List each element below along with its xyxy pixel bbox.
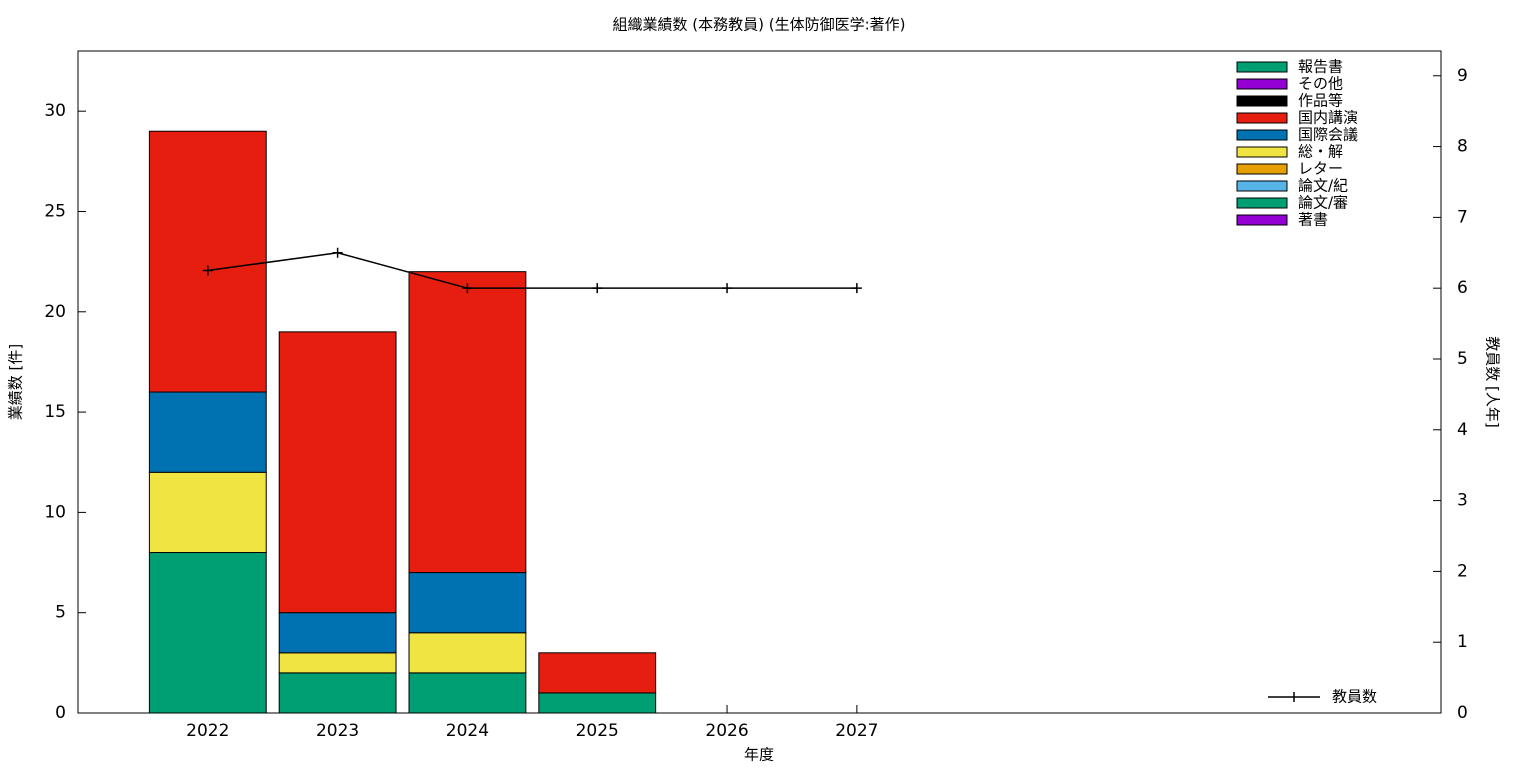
- legend-label: 論文/紀: [1298, 177, 1348, 195]
- y-tick-label: 25: [44, 201, 66, 221]
- legend-swatch: [1236, 180, 1288, 192]
- y2-tick-label: 7: [1457, 207, 1468, 227]
- y2-axis-label: 教員数 [人年]: [1484, 336, 1502, 427]
- legend-swatch: [1236, 163, 1288, 175]
- legend-swatch: [1236, 61, 1288, 73]
- legend-swatch: [1236, 78, 1288, 90]
- legend-swatch: [1236, 112, 1288, 124]
- y2-tick-label: 5: [1457, 349, 1468, 369]
- y2-tick-label: 6: [1457, 278, 1468, 298]
- legend-label: 論文/審: [1298, 194, 1348, 212]
- y2-tick-label: 4: [1457, 420, 1468, 440]
- legend-swatch: [1236, 129, 1288, 141]
- bar-segment: [408, 672, 527, 714]
- y2-tick-label: 3: [1457, 491, 1468, 511]
- plot-frame: [77, 50, 1442, 714]
- legend-label: その他: [1298, 75, 1343, 93]
- x-axis-label: 年度: [744, 746, 774, 764]
- bar-segment: [278, 331, 397, 614]
- bar-segment: [408, 572, 527, 634]
- y-tick-label: 0: [55, 703, 66, 723]
- x-tick-label: 2022: [186, 721, 229, 741]
- bar-segment: [148, 391, 267, 473]
- legend-swatch: [1236, 146, 1288, 158]
- legend-label: 著書: [1298, 211, 1328, 229]
- y2-tick-label: 8: [1457, 137, 1468, 157]
- y2-tick-label: 2: [1457, 561, 1468, 581]
- point: [851, 283, 862, 294]
- point: [462, 283, 473, 294]
- legend-label: 国内講演: [1298, 109, 1358, 127]
- point: [592, 283, 603, 294]
- point: [722, 283, 733, 294]
- legend-label: 総・解: [1298, 143, 1343, 161]
- legend-swatch: [1268, 692, 1320, 702]
- point: [202, 265, 213, 276]
- bar-segment: [538, 692, 657, 714]
- x-tick-label: 2025: [576, 721, 619, 741]
- y-tick-label: 20: [44, 302, 66, 322]
- legend-swatch: [1236, 214, 1288, 226]
- bar-segment: [278, 652, 397, 674]
- bar-segment: [278, 672, 397, 714]
- legend-label: 作品等: [1298, 92, 1343, 110]
- y-tick-label: 10: [44, 502, 66, 522]
- bar-segment: [148, 471, 267, 554]
- bar-segment: [148, 130, 267, 393]
- line: [207, 252, 857, 289]
- legend-swatch: [1236, 95, 1288, 107]
- x-tick-label: 2023: [316, 721, 359, 741]
- legend-label: 国際会議: [1298, 126, 1358, 144]
- x-tick-label: 2026: [705, 721, 748, 741]
- y-tick-label: 15: [44, 402, 66, 422]
- legend-label: 教員数: [1332, 688, 1377, 706]
- bar-segment: [408, 271, 527, 574]
- y-axis-label: 業績数 [件]: [7, 344, 25, 420]
- point: [332, 247, 343, 258]
- bar-segment: [148, 552, 267, 714]
- x-tick-label: 2027: [835, 721, 878, 741]
- legend-label: 報告書: [1298, 58, 1343, 76]
- y2-tick-label: 1: [1457, 632, 1468, 652]
- y-tick-label: 30: [44, 101, 66, 121]
- y2-tick-label: 0: [1457, 703, 1468, 723]
- legend-label: レター: [1298, 160, 1343, 178]
- bar-segment: [538, 652, 657, 694]
- y2-tick-label: 9: [1457, 66, 1468, 86]
- bar-segment: [278, 612, 397, 654]
- x-tick-label: 2024: [446, 721, 489, 741]
- bar-segment: [408, 632, 527, 674]
- y-tick-label: 5: [55, 603, 66, 623]
- legend-swatch: [1236, 197, 1288, 209]
- chart-title: 組織業績数 (本務教員) (生体防御医学:著作): [613, 16, 906, 34]
